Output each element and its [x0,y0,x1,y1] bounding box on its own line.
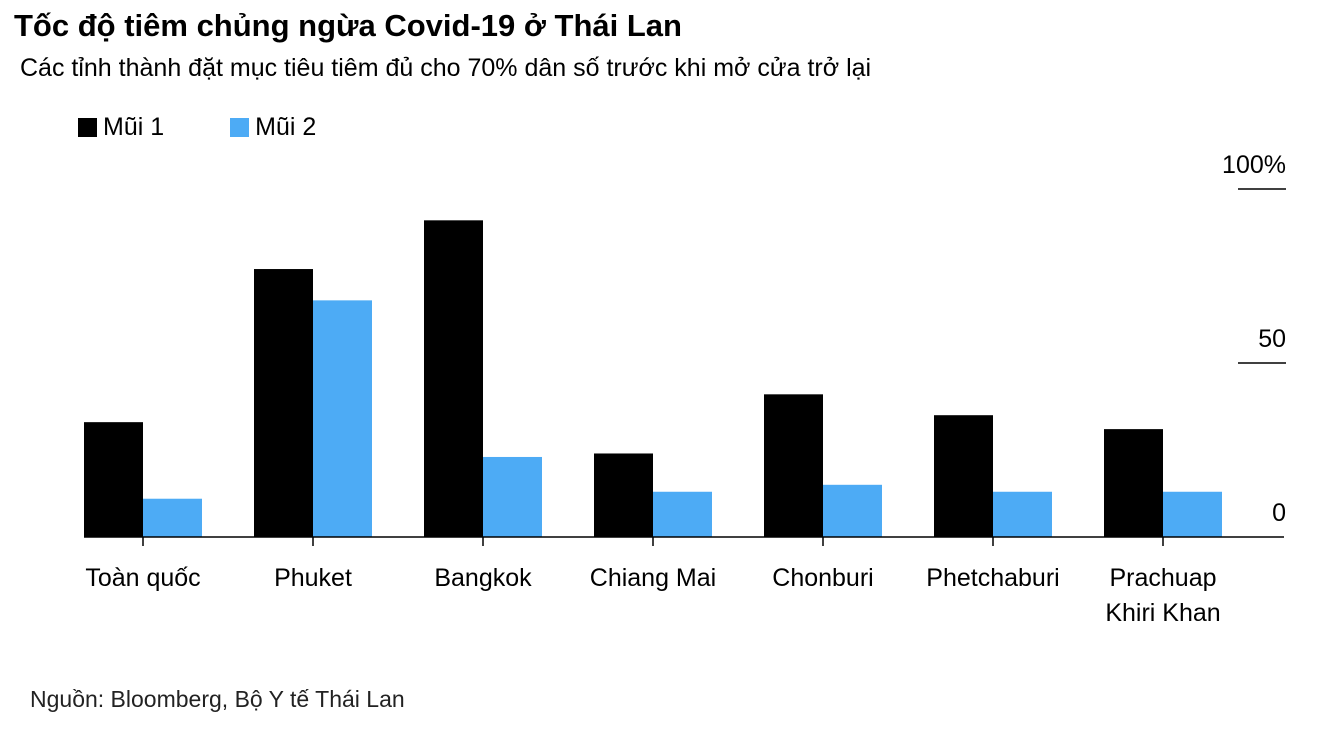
bar-mui-1 [424,220,483,537]
bar-mui-1 [594,453,653,537]
bar-mui-2 [993,491,1052,537]
y-tick-label: 50 [1258,325,1286,353]
y-tick-label: 0 [1272,499,1286,527]
legend: Mũi 1 Mũi 2 [78,113,316,142]
legend-label-mui-1: Mũi 1 [103,113,165,141]
bar-mui-1 [1104,429,1163,537]
source-note: Nguồn: Bloomberg, Bộ Y tế Thái Lan [30,686,405,712]
bar-mui-1 [254,269,313,537]
y-tick-label: 100% [1222,151,1286,179]
bar-mui-1 [84,422,143,537]
bar-mui-1 [934,415,993,537]
bar-mui-2 [483,456,542,537]
bar-mui-2 [1163,491,1222,537]
bar-mui-1 [764,394,823,537]
category-label: Toàn quốc [85,564,200,592]
category-label: Chonburi [772,564,873,592]
bar-mui-2 [313,300,372,537]
bar-mui-2 [653,491,712,537]
category-label: Khiri Khan [1105,599,1220,627]
chart-title: Tốc độ tiêm chủng ngừa Covid-19 ở Thái L… [14,8,682,43]
legend-swatch-mui-2 [230,118,250,137]
bar-mui-2 [143,498,202,537]
legend-item-mui-1: Mũi 1 [78,113,164,142]
legend-label-mui-2: Mũi 2 [255,113,317,141]
category-label: Chiang Mai [590,564,716,592]
category-label: Phetchaburi [926,564,1059,592]
legend-swatch-mui-1 [78,118,97,137]
legend-item-mui-2: Mũi 2 [230,113,316,142]
bar-mui-2 [823,484,882,537]
chart-subtitle: Các tỉnh thành đặt mục tiêu tiêm đủ cho … [20,54,872,82]
category-label: Prachuap [1109,564,1216,592]
category-label: Phuket [274,564,352,592]
category-label: Bangkok [434,564,532,592]
